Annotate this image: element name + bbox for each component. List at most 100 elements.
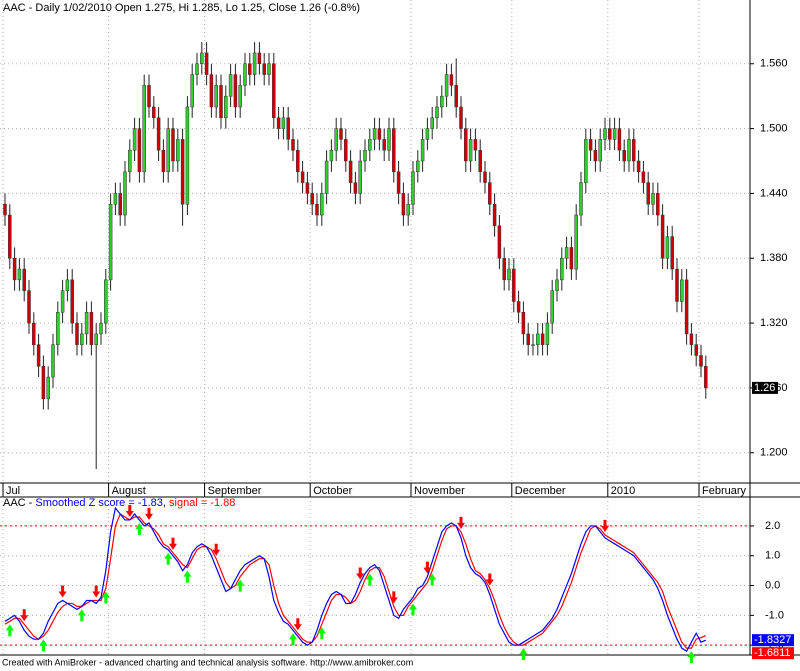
sell-arrow [485, 573, 494, 586]
candle-body [80, 333, 84, 345]
candle-body [641, 171, 646, 183]
sell-arrow [58, 585, 67, 598]
candle-body [41, 366, 46, 399]
sell-arrow [389, 591, 398, 604]
buy-arrow [409, 603, 417, 616]
candle-body [224, 95, 228, 119]
candle-body [353, 182, 358, 194]
last-price-box [752, 381, 778, 394]
candle-body [300, 171, 305, 183]
candle-body [27, 290, 31, 324]
candle-body [132, 128, 137, 151]
buy-arrow [289, 633, 297, 646]
candle-body [372, 128, 377, 140]
buy-arrow [39, 639, 48, 652]
candle-body [656, 193, 660, 216]
candle-body [646, 182, 650, 205]
candle-body [396, 171, 401, 194]
candle-body [492, 203, 497, 227]
candle-body [315, 203, 319, 216]
candle-body [555, 279, 559, 291]
candle-body [468, 139, 473, 162]
candle-body [420, 139, 425, 162]
title-separator: , [163, 497, 169, 509]
candle-body [267, 63, 271, 75]
last-price-label: 1.26 [754, 382, 775, 394]
candle-body [425, 128, 430, 140]
candle-body [8, 214, 12, 259]
candle-body [60, 290, 65, 313]
value-box-label: -1.6811 [754, 647, 791, 659]
y-tick-label: 1.0 [765, 550, 780, 562]
candle-body [104, 279, 108, 324]
candle-body [612, 128, 617, 140]
candle-body [305, 182, 310, 194]
candle-body [531, 344, 535, 346]
candle-body [118, 193, 122, 216]
candle-body [569, 247, 574, 270]
sell-arrow [92, 585, 101, 598]
buy-arrow [164, 552, 173, 565]
candle-body [368, 139, 372, 151]
date-label: February [702, 485, 747, 497]
sell-arrow [356, 567, 365, 580]
candle-body [699, 355, 703, 367]
candle-body [204, 52, 209, 75]
value-box [752, 647, 794, 660]
date-label: November [414, 485, 465, 497]
candle-body [598, 139, 602, 162]
candle-body [632, 139, 636, 162]
candle-body [488, 182, 492, 205]
candle-body [324, 160, 329, 194]
candle-body [406, 203, 410, 216]
candle-body [190, 74, 194, 108]
candle-body [32, 322, 36, 345]
candle-body [680, 279, 684, 302]
buy-arrow [519, 648, 528, 661]
buy-arrow [428, 573, 437, 586]
candle-body [363, 149, 367, 162]
candle-body [228, 74, 233, 97]
candle-body [444, 74, 449, 97]
value-box [752, 634, 794, 647]
candle-body [286, 117, 290, 140]
sell-arrow [20, 609, 29, 622]
candle-body [339, 128, 343, 140]
candle-body [176, 139, 180, 162]
candle-body [320, 193, 324, 216]
sell-arrow [293, 618, 302, 631]
candle-body [392, 128, 396, 173]
candle-body [291, 139, 295, 151]
y-tick-label: 1.320 [760, 317, 788, 329]
candle-body [257, 52, 262, 65]
candle-body [334, 128, 338, 151]
candle-body [161, 149, 166, 173]
candle-body [617, 128, 622, 151]
candle-body [651, 193, 655, 205]
candle-body [411, 171, 415, 205]
candle-body [497, 225, 502, 259]
candle-body [329, 149, 334, 162]
buy-arrow [5, 624, 14, 637]
candle-body [56, 312, 60, 345]
candle-body [137, 128, 142, 173]
buy-arrow [101, 591, 110, 604]
candle-body [382, 139, 386, 151]
candle-body [272, 63, 276, 119]
candle-body [454, 85, 458, 108]
candle-body [238, 85, 242, 108]
y-tick-label: 1.380 [760, 252, 788, 264]
candle-body [545, 322, 550, 345]
candle-body [579, 182, 583, 216]
candle-body [12, 257, 17, 281]
buy-arrow [365, 573, 374, 586]
candle-body [387, 128, 391, 151]
candle-body [694, 344, 698, 356]
y-tick-label: -1.0 [765, 609, 784, 621]
candle-body [416, 160, 420, 173]
candle-body [689, 333, 694, 345]
candle-body [358, 160, 362, 194]
candle-body [281, 117, 286, 129]
candle-body [276, 117, 281, 129]
